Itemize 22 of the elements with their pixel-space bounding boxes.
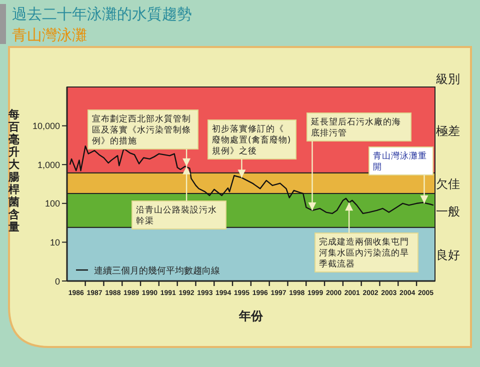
band-label: 極差 <box>436 124 460 138</box>
legend-label: 連續三個月的幾何平均數趨向線 <box>94 266 220 276</box>
chart-subtitle: 青山灣泳灘 <box>12 26 87 44</box>
y-tick-label: 10 <box>50 238 60 248</box>
chart-title: 過去二十年泳灘的水質趨勢 <box>12 5 192 23</box>
legend: 連續三個月的幾何平均數趨向線 <box>76 266 220 276</box>
band-label: 良好 <box>436 248 460 262</box>
annotation: 完成建造兩個收集屯門河集水區內污染流的旱季截流器 <box>319 236 409 270</box>
annotation: 青山灣泳灘重開 <box>373 150 427 172</box>
band-label: 欠佳 <box>436 177 460 192</box>
x-axis-title: 年份 <box>238 309 264 323</box>
band-label: 一般 <box>436 204 460 218</box>
y-tick-label: 1,000 <box>37 160 60 170</box>
text: 每百毫升大腸桿菌含量 <box>8 108 20 234</box>
text: 級別 <box>436 72 460 86</box>
y-tick-label: 10,000 <box>32 121 60 132</box>
y-tick-label: 100 <box>44 198 60 209</box>
annotation: 初步落實修訂的《廢物處置(禽畜廢物)規例》之後 <box>212 124 291 156</box>
annotation: 延長望后石污水廠的海底排污管 <box>310 116 401 138</box>
y-tick-label: 0 <box>54 276 60 286</box>
annotation: 沿青山公路裝設污水幹渠 <box>136 204 217 226</box>
annotation: 宣布劃定西北部水質管制區及落實《水污染管制條例》的措施 <box>92 114 191 146</box>
